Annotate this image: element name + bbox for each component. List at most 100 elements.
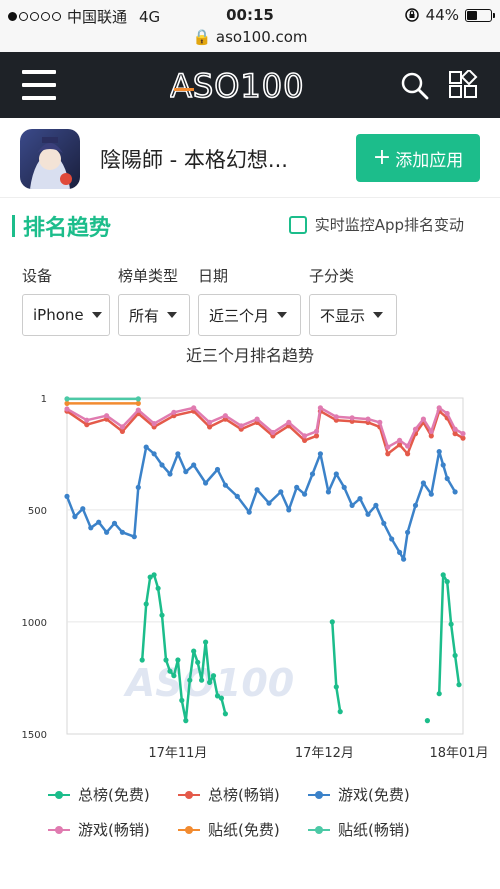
app-name[interactable]: 陰陽師 - 本格幻想... xyxy=(100,148,288,172)
filter-device-label: 设备 xyxy=(22,267,53,285)
data-point xyxy=(448,621,454,627)
data-point xyxy=(436,691,442,697)
data-point xyxy=(171,673,177,679)
data-point xyxy=(139,657,145,663)
data-point xyxy=(444,579,450,585)
data-point xyxy=(405,451,411,457)
data-point xyxy=(222,413,228,419)
data-point xyxy=(64,406,70,412)
data-point xyxy=(207,419,213,425)
data-point xyxy=(191,462,197,468)
data-point xyxy=(175,451,181,457)
data-point xyxy=(151,421,157,427)
search-icon[interactable] xyxy=(400,71,430,101)
data-point xyxy=(381,520,387,526)
data-point xyxy=(286,507,292,513)
date-select[interactable]: 近三个月 xyxy=(198,294,301,336)
data-point xyxy=(452,489,458,495)
data-point xyxy=(254,416,260,422)
chart-title: 近三个月排名趋势 xyxy=(185,346,314,365)
data-point xyxy=(159,612,165,618)
filter-list-type: 榜单类型 所有 xyxy=(118,265,190,336)
series-line xyxy=(437,573,461,694)
status-right: 44% xyxy=(404,6,495,24)
data-point xyxy=(96,519,102,525)
battery-percent: 44% xyxy=(425,6,459,24)
data-point xyxy=(143,444,149,450)
legend-item[interactable]: 贴纸(免费) xyxy=(178,819,308,840)
legend-marker xyxy=(308,790,330,800)
plot-area xyxy=(66,397,464,735)
data-point xyxy=(460,435,466,441)
data-point xyxy=(179,697,185,703)
legend-item[interactable]: 总榜(免费) xyxy=(48,784,178,805)
data-point xyxy=(207,424,213,430)
data-point xyxy=(104,529,110,535)
monitor-toggle[interactable]: 实时监控App排名变动 xyxy=(288,214,464,235)
plus-icon: + xyxy=(372,145,392,170)
data-point xyxy=(365,416,371,422)
data-point xyxy=(385,444,391,450)
list-type-select-value: 所有 xyxy=(129,306,160,325)
monitor-checkbox[interactable] xyxy=(288,215,307,234)
signal-icon xyxy=(8,12,61,21)
add-app-button[interactable]: + 添加应用 xyxy=(356,134,480,182)
data-point xyxy=(452,426,458,432)
date-select-value: 近三个月 xyxy=(209,306,270,325)
data-point xyxy=(428,428,434,434)
legend-item[interactable]: 游戏(免费) xyxy=(308,784,438,805)
status-time: 00:15 xyxy=(226,6,274,24)
data-point xyxy=(131,534,137,540)
data-point xyxy=(64,493,70,499)
data-point xyxy=(424,718,430,724)
data-point xyxy=(456,682,462,688)
data-point xyxy=(270,429,276,436)
data-point xyxy=(210,673,217,679)
data-point xyxy=(135,400,141,406)
menu-icon[interactable] xyxy=(22,70,56,100)
data-point xyxy=(428,433,434,439)
data-point xyxy=(64,396,70,402)
status-bar: 中国联通 4G 00:15 44% 🔒 aso100.com xyxy=(0,0,500,52)
device-select[interactable]: iPhone xyxy=(22,294,110,336)
list-type-select[interactable]: 所有 xyxy=(118,294,190,336)
data-point xyxy=(222,482,228,488)
monitor-label: 实时监控App排名变动 xyxy=(314,216,464,234)
app-icon[interactable] xyxy=(20,129,80,189)
status-left: 中国联通 4G xyxy=(8,6,160,27)
data-point xyxy=(222,711,228,717)
legend-item[interactable]: 总榜(畅销) xyxy=(178,784,308,805)
apps-grid-icon[interactable] xyxy=(448,70,478,100)
data-point xyxy=(163,657,169,663)
data-point xyxy=(397,549,403,555)
data-point xyxy=(440,572,446,578)
data-point xyxy=(214,693,221,699)
data-point xyxy=(349,502,355,508)
data-point xyxy=(420,416,426,422)
subcategory-select[interactable]: 不显示 xyxy=(309,294,397,336)
data-point xyxy=(333,471,339,477)
filter-date-label: 日期 xyxy=(198,267,229,285)
y-tick-label: 1000 xyxy=(22,618,47,629)
data-point xyxy=(444,410,450,417)
aso100-logo[interactable]: ASO100 xyxy=(170,64,330,106)
data-point xyxy=(218,695,224,701)
data-point xyxy=(171,409,177,415)
url-bar[interactable]: 🔒 aso100.com xyxy=(0,28,500,46)
legend-label: 贴纸(免费) xyxy=(208,821,280,839)
chevron-down-icon xyxy=(277,312,288,318)
legend-label: 总榜(畅销) xyxy=(208,786,280,804)
chevron-down-icon xyxy=(373,312,384,318)
data-point xyxy=(412,426,419,432)
top-navbar: ASO100 xyxy=(0,52,500,118)
data-point xyxy=(195,659,201,665)
data-point xyxy=(460,431,466,437)
data-point xyxy=(452,431,458,437)
data-point xyxy=(119,529,125,535)
legend-item[interactable]: 贴纸(畅销) xyxy=(308,819,438,840)
legend-item[interactable]: 游戏(畅销) xyxy=(48,819,178,840)
data-point xyxy=(405,443,411,449)
data-point xyxy=(302,491,308,497)
legend-marker xyxy=(48,825,70,835)
